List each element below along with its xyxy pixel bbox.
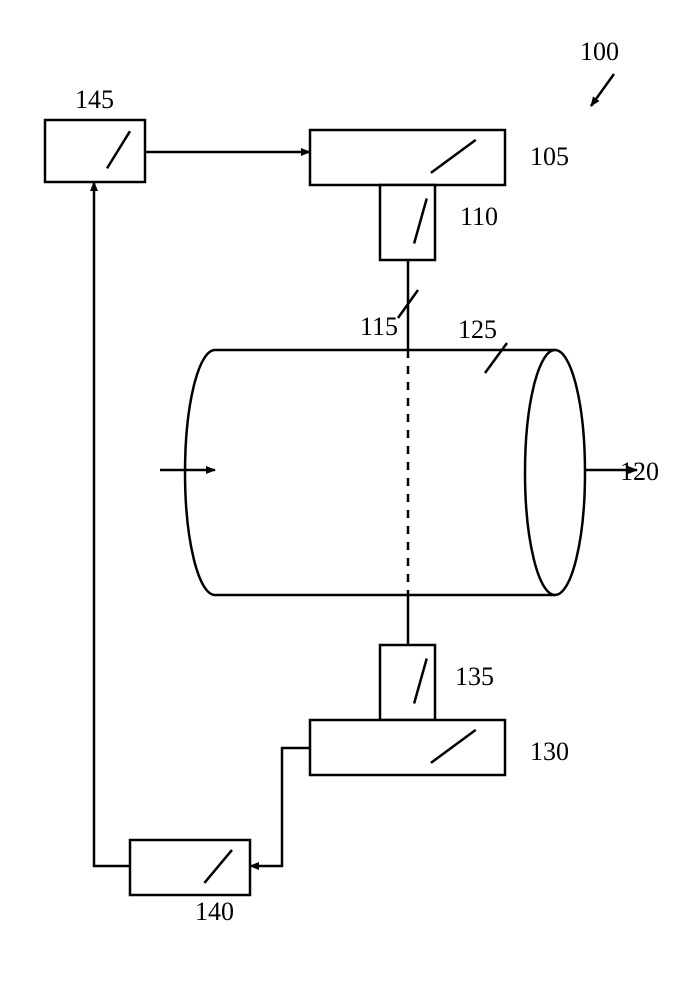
label-115: 115: [360, 312, 398, 341]
label-105: 105: [530, 142, 569, 171]
label-130: 130: [530, 737, 569, 766]
label-135: 135: [455, 662, 494, 691]
label-title: 100: [580, 37, 619, 66]
label-110: 110: [460, 202, 498, 231]
label-140: 140: [195, 897, 234, 926]
label-120: 120: [620, 457, 659, 486]
diagram-canvas: 100 145 105 110 135 130 140 115 125 120: [0, 0, 700, 1000]
label-145: 145: [75, 85, 114, 114]
label-125: 125: [458, 315, 497, 344]
